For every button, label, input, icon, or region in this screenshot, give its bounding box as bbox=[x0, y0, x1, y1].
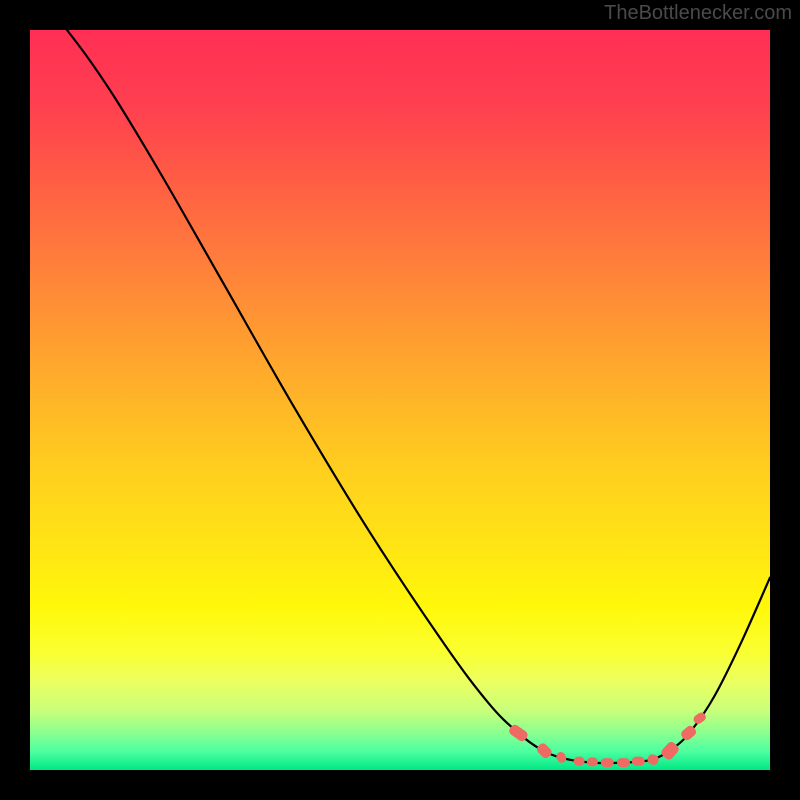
curve-marker bbox=[617, 759, 629, 767]
curve-marker bbox=[587, 758, 597, 766]
attribution-text: TheBottlenecker.com bbox=[604, 2, 792, 25]
bottleneck-curve bbox=[67, 30, 770, 763]
curve-marker bbox=[574, 757, 584, 765]
curve-layer bbox=[30, 30, 770, 770]
curve-marker bbox=[632, 757, 644, 765]
curve-marker bbox=[601, 759, 613, 767]
chart-root: TheBottlenecker.com bbox=[0, 0, 800, 800]
curve-marker bbox=[660, 741, 680, 761]
curve-marker bbox=[555, 751, 567, 764]
curve-marker bbox=[647, 754, 659, 765]
plot-area bbox=[30, 30, 770, 770]
curve-marker bbox=[536, 742, 553, 759]
curve-markers bbox=[508, 711, 707, 766]
